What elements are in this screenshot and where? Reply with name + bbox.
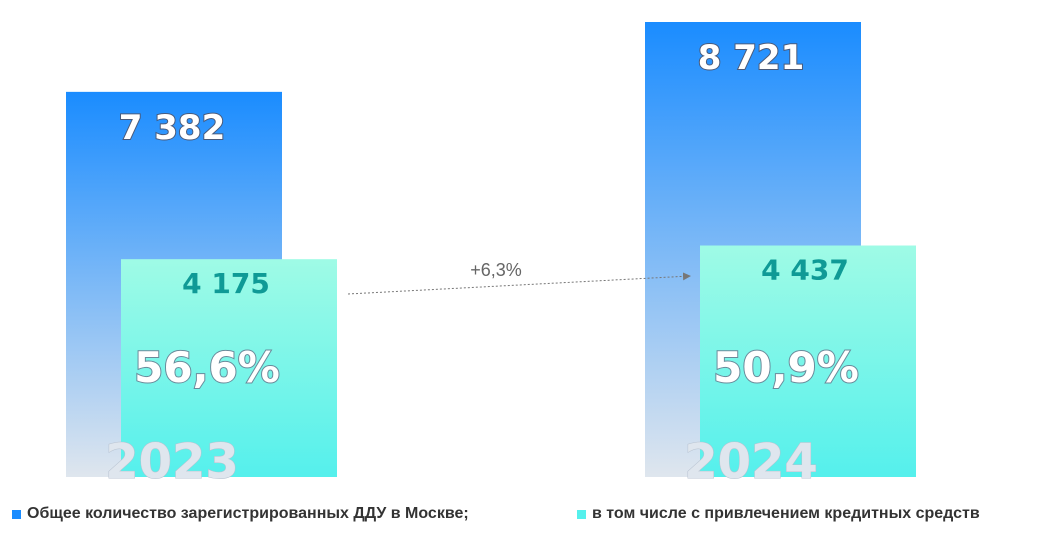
share-label-2023: 56,6% — [134, 343, 280, 392]
value-label-credit-2023: 4 175 — [182, 267, 270, 300]
bar-credit-2023 — [121, 259, 337, 477]
legend-swatch-total — [12, 509, 21, 519]
legend-swatch-credit — [577, 509, 586, 519]
bar-credit-2024 — [700, 245, 916, 477]
year-label-2023: 2023 — [105, 434, 239, 490]
legend-label-total: Общее количество зарегистрированных ДДУ … — [27, 505, 469, 522]
value-label-total-2024: 8 721 — [698, 38, 804, 78]
legend: Общее количество зарегистрированных ДДУ … — [0, 505, 1042, 529]
legend-item-credit: в том числе с привлечением кредитных сре… — [577, 505, 980, 523]
legend-item-total: Общее количество зарегистрированных ДДУ … — [12, 505, 469, 523]
share-label-2024: 50,9% — [713, 343, 859, 392]
value-label-total-2023: 7 382 — [119, 108, 225, 148]
growth-annotation: +6,3% — [470, 260, 522, 280]
legend-label-credit: в том числе с привлечением кредитных сре… — [592, 505, 980, 522]
year-label-2024: 2024 — [684, 434, 818, 490]
growth-arrow — [347, 272, 691, 295]
value-label-credit-2024: 4 437 — [761, 254, 849, 287]
